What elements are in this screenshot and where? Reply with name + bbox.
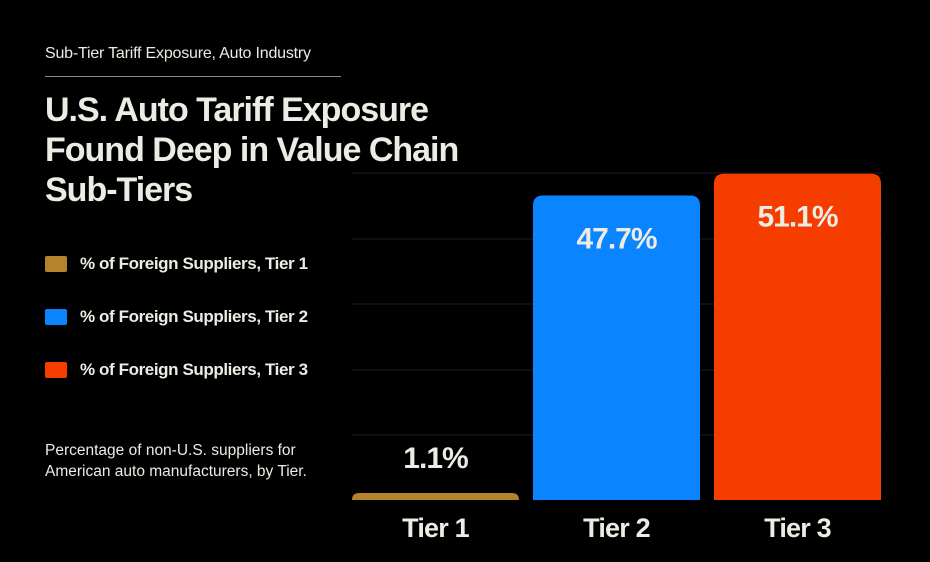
x-tick-label-tier-3: Tier 3: [764, 513, 832, 543]
legend-label-tier-2: % of Foreign Suppliers, Tier 2: [80, 307, 308, 326]
kicker-divider: [45, 76, 341, 77]
chart-title: U.S. Auto Tariff Exposure Found Deep in …: [45, 91, 459, 209]
chart-note: Percentage of non-U.S. suppliers for Ame…: [45, 442, 307, 480]
legend-swatch-tier-1: [45, 256, 67, 272]
bar-tier-3: [714, 173, 881, 500]
legend-swatch-tier-3: [45, 362, 67, 378]
bar-tier-1: [352, 492, 519, 500]
data-label-tier-3: 51.1%: [757, 201, 837, 234]
bar-tier-2: [533, 195, 700, 500]
legend-item-tier-1: % of Foreign Suppliers, Tier 1: [45, 254, 308, 274]
legend-item-tier-3: % of Foreign Suppliers, Tier 3: [45, 360, 308, 380]
data-label-tier-1: 1.1%: [403, 442, 468, 475]
data-label-tier-2: 47.7%: [576, 222, 656, 255]
legend-item-tier-2: % of Foreign Suppliers, Tier 2: [45, 307, 308, 327]
chart-kicker: Sub-Tier Tariff Exposure, Auto Industry: [45, 45, 311, 62]
legend-swatch-tier-2: [45, 309, 67, 325]
legend-label-tier-3: % of Foreign Suppliers, Tier 3: [80, 360, 308, 379]
legend-label-tier-1: % of Foreign Suppliers, Tier 1: [80, 254, 308, 273]
x-tick-label-tier-1: Tier 1: [402, 513, 470, 543]
x-tick-label-tier-2: Tier 2: [583, 513, 650, 543]
